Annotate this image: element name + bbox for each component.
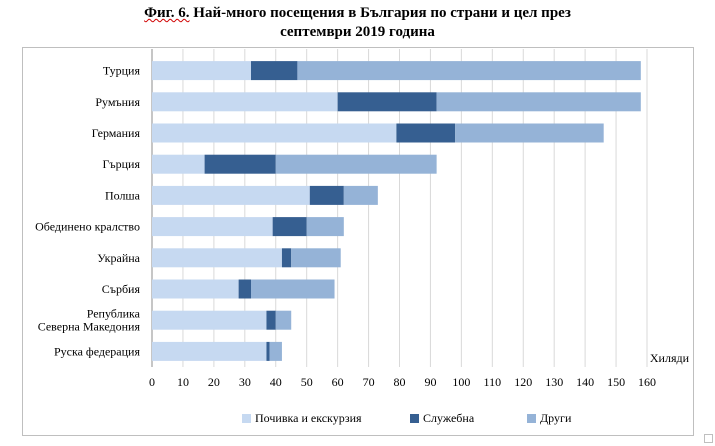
bar-segment (251, 61, 298, 81)
legend-item: Почивка и екскурзия (242, 411, 362, 426)
x-tick-label: 30 (239, 375, 251, 389)
chart-frame (22, 47, 694, 436)
chart-title-line-1-text: Най-много посещения в България по страни… (189, 5, 571, 21)
category-label: Руска федерация (54, 344, 141, 358)
bar-segment (291, 248, 341, 268)
bar-segment (152, 341, 267, 361)
bar-segment (152, 310, 267, 330)
bar-segment (152, 185, 310, 205)
bar-segment (152, 61, 251, 81)
category-label: Обединено кралство (35, 220, 140, 234)
x-tick-label: 130 (545, 375, 563, 389)
category-label: Полша (105, 188, 141, 202)
x-tick-label: 40 (270, 375, 282, 389)
chart-title-line-2: септември 2019 година (280, 24, 435, 40)
legend-label: Служебна (423, 411, 475, 425)
x-tick-label: 20 (208, 375, 220, 389)
x-axis-label: Хиляди (650, 351, 690, 365)
bar-segment (266, 310, 276, 330)
resize-handle[interactable] (704, 434, 713, 443)
x-tick-label: 80 (394, 375, 406, 389)
bar-segment (266, 341, 270, 361)
x-tick-label: 110 (484, 375, 502, 389)
x-tick-label: 100 (452, 375, 470, 389)
bar-segment (309, 185, 344, 205)
legend-swatch (410, 414, 419, 423)
bar-segment (152, 248, 282, 268)
category-label: Северна Македония (38, 320, 141, 334)
legend-swatch (242, 414, 251, 423)
bar-segment (337, 92, 437, 112)
x-tick-label: 90 (424, 375, 436, 389)
legend-swatch (527, 414, 536, 423)
bar-segment (152, 217, 273, 237)
category-label: Сърбия (102, 282, 141, 296)
bar-segment (275, 154, 437, 174)
bar-segment (251, 279, 335, 299)
x-tick-label: 10 (177, 375, 189, 389)
legend-label: Други (540, 411, 572, 425)
bar-segment (396, 123, 456, 143)
bar-segment (238, 279, 251, 299)
chart-title: Фиг. 6. Най-много посещения в България п… (0, 4, 715, 42)
chart-legend: Почивка и екскурзия Служебна Други (0, 411, 715, 427)
bar-segment (297, 61, 641, 81)
category-label: Украйна (97, 251, 140, 265)
x-tick-label: 60 (332, 375, 344, 389)
bar-segment (455, 123, 604, 143)
x-tick-label: 160 (638, 375, 656, 389)
bar-segment (281, 248, 292, 268)
bar-segment (269, 341, 282, 361)
x-tick-label: 50 (301, 375, 313, 389)
category-label: Германия (92, 126, 141, 140)
bar-segment (204, 154, 276, 174)
bar-segment (343, 185, 378, 205)
bar-segment (152, 279, 239, 299)
legend-item: Други (527, 411, 571, 426)
bar-segment (436, 92, 641, 112)
x-tick-label: 0 (149, 375, 155, 389)
bar-segment (306, 217, 344, 237)
bar-segment (275, 310, 292, 330)
legend-item: Служебна (410, 411, 474, 426)
x-tick-label: 140 (576, 375, 594, 389)
chart-title-line-1: Фиг. 6. Най-много посещения в България п… (0, 4, 715, 23)
x-tick-label: 150 (607, 375, 625, 389)
bar-segment (272, 217, 307, 237)
x-tick-label: 70 (363, 375, 375, 389)
bar-segment (152, 154, 205, 174)
bar-segment (152, 123, 397, 143)
category-label: Гърция (102, 157, 140, 171)
category-label: Турция (103, 64, 141, 78)
chart-title-prefix: Фиг. 6. (144, 5, 190, 21)
category-label: Румъния (95, 95, 140, 109)
category-label: Република (87, 307, 141, 321)
bar-segment (152, 92, 338, 112)
legend-label: Почивка и екскурзия (255, 411, 362, 425)
x-tick-label: 120 (514, 375, 532, 389)
